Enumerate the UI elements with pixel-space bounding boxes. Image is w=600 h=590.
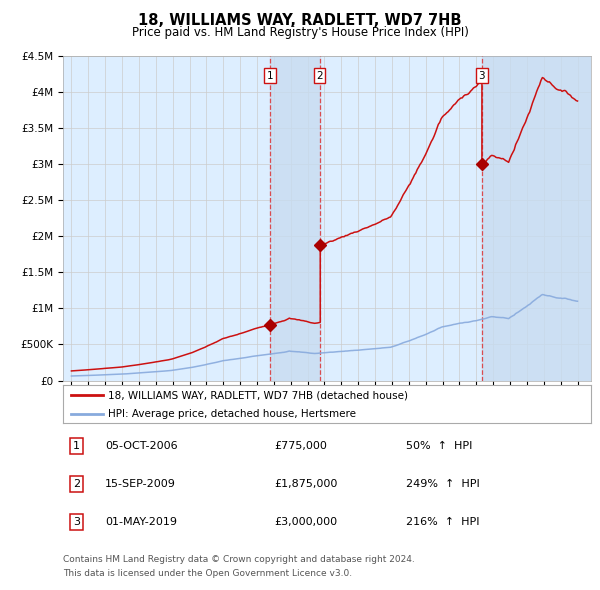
Text: 216%  ↑  HPI: 216% ↑ HPI [406, 517, 480, 527]
Text: 249%  ↑  HPI: 249% ↑ HPI [406, 479, 480, 489]
Text: Contains HM Land Registry data © Crown copyright and database right 2024.: Contains HM Land Registry data © Crown c… [63, 555, 415, 563]
Text: 01-MAY-2019: 01-MAY-2019 [105, 517, 177, 527]
Text: This data is licensed under the Open Government Licence v3.0.: This data is licensed under the Open Gov… [63, 569, 352, 578]
Bar [269, 56, 320, 381]
Text: £3,000,000: £3,000,000 [274, 517, 337, 527]
Text: 2: 2 [73, 479, 80, 489]
Text: 3: 3 [479, 71, 485, 81]
Bar [482, 56, 591, 381]
Text: Price paid vs. HM Land Registry's House Price Index (HPI): Price paid vs. HM Land Registry's House … [131, 26, 469, 39]
Text: 15-SEP-2009: 15-SEP-2009 [105, 479, 176, 489]
Text: 18, WILLIAMS WAY, RADLETT, WD7 7HB: 18, WILLIAMS WAY, RADLETT, WD7 7HB [138, 13, 462, 28]
Text: 1: 1 [266, 71, 273, 81]
Text: 18, WILLIAMS WAY, RADLETT, WD7 7HB (detached house): 18, WILLIAMS WAY, RADLETT, WD7 7HB (deta… [108, 390, 408, 400]
Text: 3: 3 [73, 517, 80, 527]
Text: £775,000: £775,000 [274, 441, 327, 451]
Text: 1: 1 [73, 441, 80, 451]
Text: HPI: Average price, detached house, Hertsmere: HPI: Average price, detached house, Hert… [108, 409, 356, 419]
Text: £1,875,000: £1,875,000 [274, 479, 338, 489]
Text: 2: 2 [316, 71, 323, 81]
Text: 05-OCT-2006: 05-OCT-2006 [105, 441, 178, 451]
Text: 50%  ↑  HPI: 50% ↑ HPI [406, 441, 473, 451]
